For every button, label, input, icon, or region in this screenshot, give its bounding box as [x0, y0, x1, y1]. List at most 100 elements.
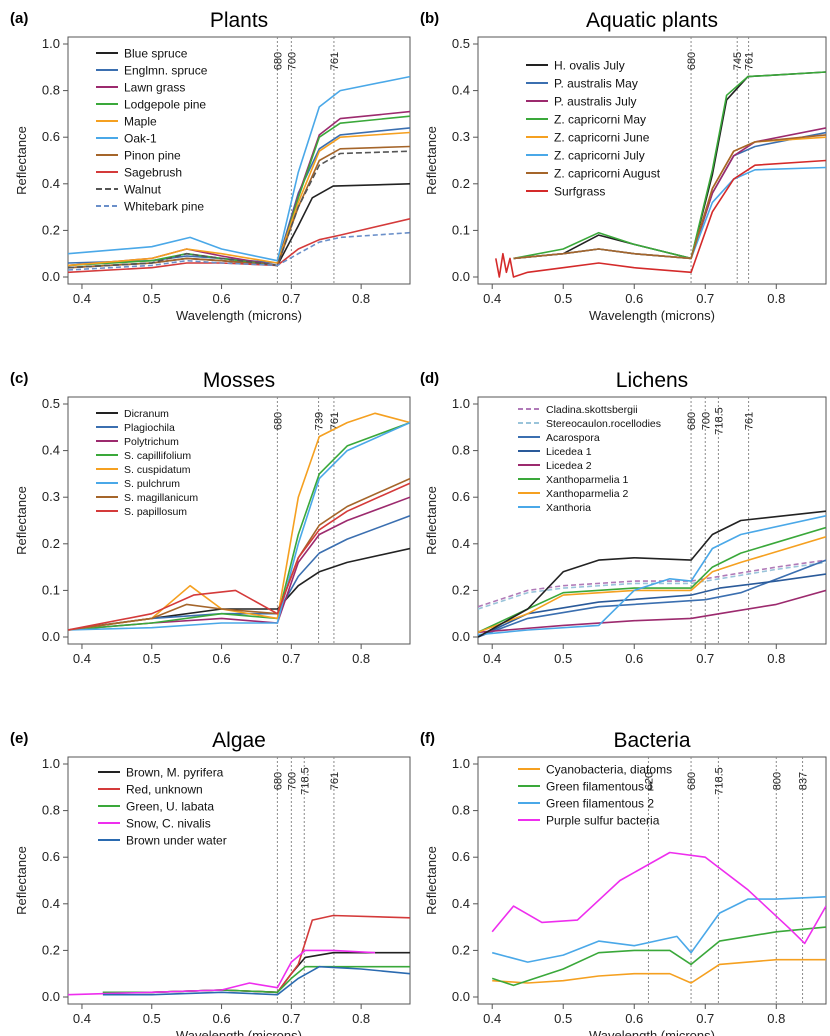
plot-frame	[477, 756, 827, 1005]
y-tick-label: 0.2	[452, 942, 470, 957]
plot-frame	[477, 396, 827, 645]
series-line	[102, 965, 410, 994]
legend-entry: H. ovalis July	[554, 58, 625, 72]
series-line	[68, 75, 410, 262]
legend-entry: Stereocaulon.rocellodies	[546, 418, 661, 430]
series-line	[68, 515, 410, 631]
legend-entry: S. capillifolium	[124, 450, 191, 462]
y-tick-label: 0.6	[42, 849, 60, 864]
x-tick-label: 0.5	[143, 291, 161, 306]
series-group	[68, 914, 410, 996]
y-tick-label: 0.4	[452, 536, 470, 551]
series-line	[478, 510, 826, 638]
series-group	[495, 71, 826, 278]
y-axis-label: Reflectance	[424, 126, 439, 195]
series-line	[478, 515, 826, 636]
legend-entry: Green filamentous 2	[546, 796, 654, 810]
legend: Blue spruce Englmn. spruce Lawn grass Lodge…	[96, 46, 208, 213]
legend-entry: Snow, C. nivalis	[126, 816, 211, 830]
legend-entry: Englmn. spruce	[124, 63, 208, 77]
reference-line-label: 700	[700, 412, 712, 430]
legend-entry: Cyanobacteria, diatoms	[546, 762, 672, 776]
x-tick-label: 0.6	[625, 291, 643, 306]
legend-entry: Z. capricorni August	[554, 166, 661, 180]
panel-label: (a)	[10, 10, 28, 27]
legend-entry: Licedea 2	[546, 460, 592, 472]
x-tick-label: 0.5	[143, 1011, 161, 1026]
y-tick-label: 0.4	[452, 83, 470, 98]
x-tick-label: 0.4	[73, 651, 91, 666]
y-tick-label: 0.1	[42, 582, 60, 597]
reference-line-label: 761	[329, 412, 341, 430]
x-tick-label: 0.4	[483, 651, 501, 666]
y-tick-label: 0.2	[42, 536, 60, 551]
y-axis-label: Reflectance	[14, 126, 29, 195]
legend-entry: Z. capricorni July	[554, 148, 645, 162]
legend: Brown, M. pyrifera Red, unknown Green, U. …	[98, 765, 227, 847]
legend-entry: Polytrichum	[124, 436, 179, 448]
legend-entry: Z. capricorni June	[554, 130, 650, 144]
series-line	[491, 851, 826, 945]
x-tick-label: 0.6	[625, 651, 643, 666]
y-tick-label: 0.8	[452, 443, 470, 458]
legend-entry: P. australis July	[554, 94, 636, 108]
series-group	[491, 851, 826, 987]
y-axis-label: Reflectance	[424, 486, 439, 555]
legend-entry: Brown under water	[126, 833, 227, 847]
legend-entry: Brown, M. pyrifera	[126, 765, 224, 779]
y-tick-label: 0.0	[42, 629, 60, 644]
x-tick-label: 0.8	[767, 291, 785, 306]
legend-entry: Green filamentous 1	[546, 779, 654, 793]
y-tick-label: 0.3	[42, 489, 60, 504]
legend-entry: Dicranum	[124, 408, 169, 420]
series-line	[478, 526, 826, 634]
plot-frame	[67, 36, 411, 285]
x-tick-label: 0.8	[767, 1011, 785, 1026]
y-tick-label: 0.2	[452, 582, 470, 597]
x-tick-label: 0.7	[696, 291, 714, 306]
x-tick-label: 0.7	[696, 1011, 714, 1026]
y-tick-label: 0.6	[42, 129, 60, 144]
legend-entry: Blue spruce	[124, 46, 188, 60]
series-line	[68, 949, 376, 996]
legend-entry: Oak-1	[124, 131, 157, 145]
y-axis-label: Reflectance	[424, 846, 439, 915]
x-tick-label: 0.5	[554, 291, 572, 306]
x-tick-label: 0.6	[213, 1011, 231, 1026]
legend-entry: Maple	[124, 114, 157, 128]
reference-line-label: 680	[272, 772, 284, 790]
panel-label: (f)	[420, 730, 435, 747]
reference-line-label: 700	[286, 52, 298, 70]
y-tick-label: 0.4	[42, 443, 60, 458]
series-line	[478, 561, 826, 610]
x-tick-label: 0.4	[73, 1011, 91, 1026]
legend-entry: Pinon pine	[124, 148, 181, 162]
legend-entry: Licedea 1	[546, 446, 592, 458]
y-tick-label: 0.4	[452, 896, 470, 911]
series-line	[492, 958, 826, 984]
y-tick-label: 0.0	[452, 989, 470, 1004]
panel-label: (b)	[420, 10, 439, 27]
y-tick-label: 0.3	[452, 129, 470, 144]
x-tick-label: 0.5	[554, 1011, 572, 1026]
x-tick-label: 0.7	[282, 291, 300, 306]
panel-label: (e)	[10, 730, 28, 747]
series-line	[68, 150, 410, 269]
reference-line-label: 718.5	[713, 407, 725, 435]
reference-line-label: 718.5	[299, 767, 311, 795]
y-tick-label: 1.0	[452, 396, 470, 411]
legend-entry: S. pulchrum	[124, 478, 180, 490]
reference-line-label: 680	[686, 772, 698, 790]
series-line	[68, 115, 410, 267]
reference-line-label: 680	[686, 52, 698, 70]
x-tick-label: 0.7	[282, 651, 300, 666]
legend-entry: Green, U. labata	[126, 799, 214, 813]
y-tick-label: 0.1	[452, 222, 470, 237]
series-line	[68, 421, 410, 631]
legend-entry: Xanthoparmelia 2	[546, 488, 628, 500]
legend-entry: Surfgrass	[554, 184, 605, 198]
y-tick-label: 1.0	[452, 756, 470, 771]
y-tick-label: 0.5	[452, 36, 470, 51]
series-line	[478, 559, 826, 638]
reference-line-label: 800	[771, 772, 783, 790]
